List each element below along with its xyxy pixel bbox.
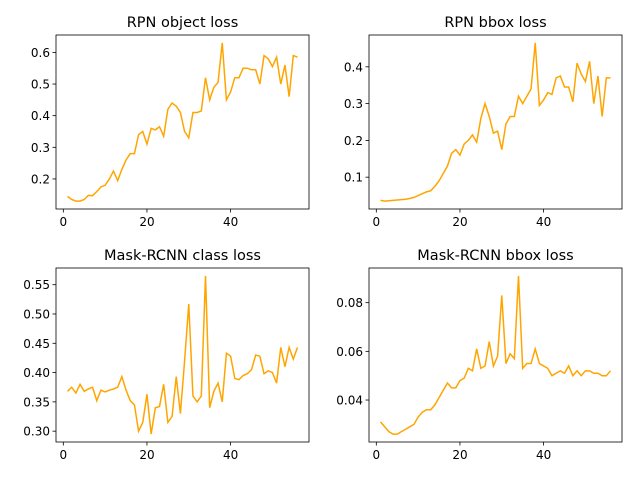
- y-tick-label: 0.06: [336, 345, 363, 359]
- x-tick-label: 40: [223, 448, 238, 462]
- y-tick-label: 0.6: [31, 46, 50, 60]
- y-tick-label: 0.1: [344, 171, 363, 185]
- y-tick-label: 0.50: [23, 307, 50, 321]
- loss-line: [67, 42, 298, 202]
- x-tick-label: 20: [452, 215, 467, 229]
- axes-frame: [55, 34, 310, 210]
- y-tick-label: 0.35: [23, 395, 50, 409]
- y-tick-label: 0.2: [344, 134, 363, 148]
- loss-line: [66, 275, 299, 435]
- subplot-title: RPN bbox loss: [444, 15, 546, 31]
- subplot-title: Mask-RCNN bbox loss: [417, 248, 573, 264]
- loss-line: [380, 42, 611, 202]
- x-tick-label: 40: [536, 448, 551, 462]
- loss-line: [379, 275, 612, 435]
- y-tick-label: 0.3: [344, 97, 363, 111]
- x-tick-label: 20: [139, 215, 154, 229]
- y-tick-label: 0.55: [23, 278, 50, 292]
- y-tick-label: 0.04: [336, 394, 363, 408]
- x-tick-label: 0: [372, 448, 380, 462]
- axes-frame: [368, 267, 623, 443]
- y-tick-label: 0.08: [336, 296, 363, 310]
- x-tick-label: 0: [372, 215, 380, 229]
- x-tick-label: 20: [139, 448, 154, 462]
- axes-frame: [368, 34, 623, 210]
- y-tick-label: 0.40: [23, 366, 50, 380]
- y-tick-label: 0.4: [31, 109, 50, 123]
- y-tick-label: 0.5: [31, 78, 50, 92]
- x-tick-label: 0: [59, 448, 67, 462]
- x-tick-label: 20: [452, 448, 467, 462]
- x-tick-label: 40: [536, 215, 551, 229]
- x-tick-label: 40: [223, 215, 238, 229]
- axes-frame: [55, 267, 310, 443]
- y-tick-label: 0.4: [344, 60, 363, 74]
- y-tick-label: 0.2: [31, 172, 50, 186]
- y-tick-label: 0.30: [23, 425, 50, 439]
- subplot-title: Mask-RCNN class loss: [104, 248, 261, 264]
- x-tick-label: 0: [59, 215, 67, 229]
- y-tick-label: 0.3: [31, 141, 50, 155]
- subplot-title: RPN object loss: [127, 15, 239, 31]
- y-tick-label: 0.45: [23, 337, 50, 351]
